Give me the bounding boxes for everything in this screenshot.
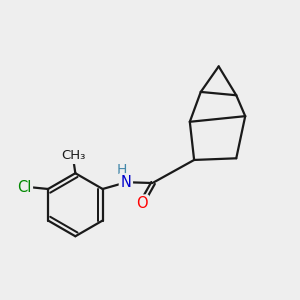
Text: H: H <box>117 163 127 177</box>
Text: N: N <box>120 175 131 190</box>
Text: Cl: Cl <box>17 180 31 195</box>
Text: O: O <box>136 196 147 211</box>
Text: CH₃: CH₃ <box>61 149 86 163</box>
